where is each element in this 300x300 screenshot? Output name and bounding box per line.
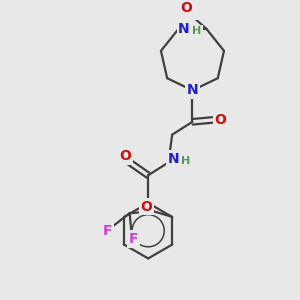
Text: H: H <box>182 156 190 166</box>
Text: N: N <box>167 152 179 166</box>
Text: O: O <box>119 149 131 163</box>
Text: N: N <box>178 22 190 36</box>
Text: H: H <box>192 26 202 36</box>
Text: O: O <box>180 1 192 15</box>
Text: N: N <box>187 83 198 98</box>
Text: F: F <box>103 224 112 238</box>
Text: O: O <box>214 113 226 127</box>
Text: O: O <box>140 200 152 214</box>
Text: F: F <box>129 232 138 246</box>
